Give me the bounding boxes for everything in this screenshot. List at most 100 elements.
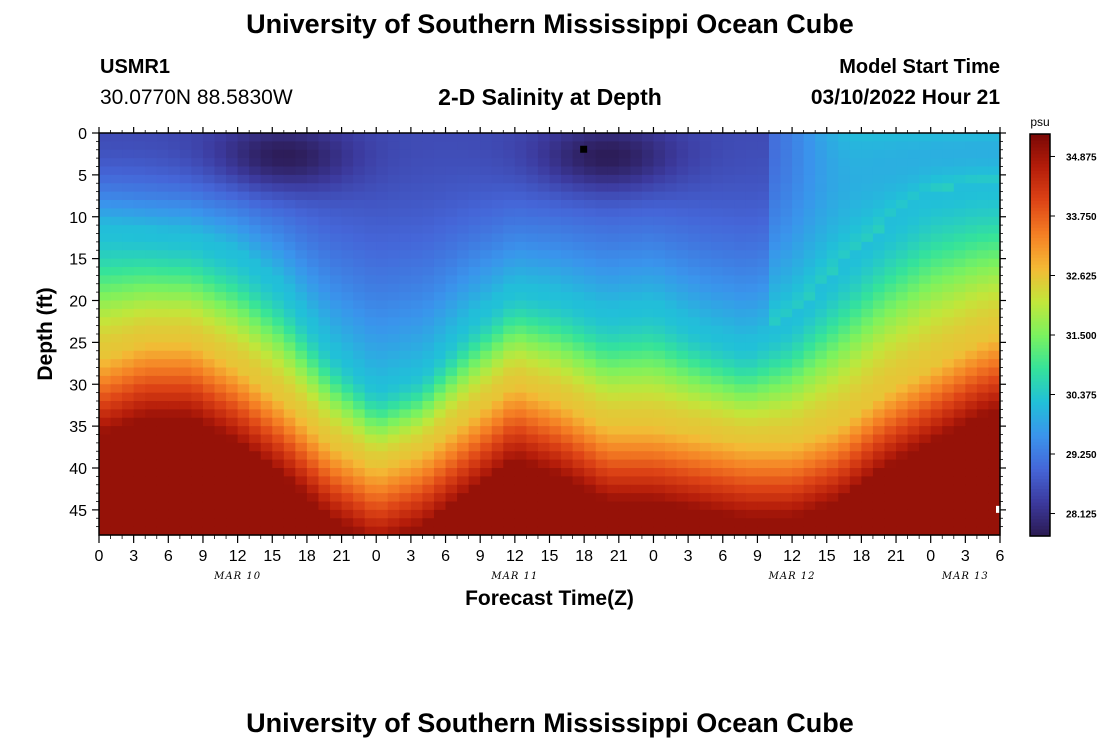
heatmap-cell bbox=[734, 174, 747, 184]
heatmap-cell bbox=[99, 375, 112, 385]
heatmap-cell bbox=[537, 434, 551, 444]
heatmap-cell bbox=[133, 133, 146, 142]
heatmap-cell bbox=[387, 401, 400, 410]
heatmap-cell bbox=[896, 484, 909, 494]
heatmap-cell bbox=[249, 325, 262, 335]
heatmap-cell bbox=[699, 267, 712, 276]
heatmap-cell bbox=[884, 518, 897, 528]
heatmap-cell bbox=[526, 208, 539, 218]
heatmap-cell bbox=[260, 174, 273, 184]
heatmap-cell bbox=[549, 392, 562, 402]
heatmap-cell bbox=[122, 275, 135, 285]
heatmap-cell bbox=[665, 208, 678, 218]
heatmap-cell bbox=[803, 300, 816, 310]
heatmap-cell bbox=[202, 359, 216, 369]
heatmap-cell bbox=[861, 183, 874, 193]
colorbar-segment bbox=[1030, 268, 1050, 272]
heatmap-cell bbox=[872, 208, 886, 218]
heatmap-marker bbox=[580, 145, 588, 153]
heatmap-cell bbox=[907, 241, 920, 251]
heatmap-cell bbox=[561, 334, 574, 343]
heatmap-cell bbox=[976, 191, 990, 201]
heatmap-cell bbox=[838, 258, 851, 268]
heatmap-cell bbox=[156, 308, 169, 318]
heatmap-cell bbox=[249, 468, 262, 477]
heatmap-cell bbox=[745, 501, 759, 511]
heatmap-cell bbox=[330, 409, 343, 419]
heatmap-cell bbox=[226, 174, 239, 184]
heatmap-cell bbox=[930, 133, 943, 142]
heatmap-cell bbox=[110, 484, 123, 494]
heatmap-cell bbox=[653, 375, 666, 385]
heatmap-cell bbox=[549, 451, 562, 461]
heatmap-cell bbox=[468, 225, 481, 235]
heatmap-cell bbox=[942, 308, 955, 318]
heatmap-cell bbox=[376, 325, 389, 335]
heatmap-cell bbox=[884, 191, 897, 201]
heatmap-cell bbox=[838, 401, 851, 410]
heatmap-cell bbox=[133, 250, 146, 260]
heatmap-cell bbox=[665, 174, 678, 184]
heatmap-cell bbox=[433, 367, 447, 377]
heatmap-cell bbox=[618, 225, 631, 235]
heatmap-cell bbox=[722, 359, 735, 369]
heatmap-cell bbox=[630, 141, 643, 151]
colorbar-segment bbox=[1030, 247, 1050, 252]
heatmap-cell bbox=[572, 459, 585, 469]
heatmap-cell bbox=[861, 241, 874, 251]
heatmap-cell bbox=[249, 241, 262, 251]
heatmap-cell bbox=[526, 200, 539, 209]
heatmap-cell bbox=[907, 258, 920, 268]
heatmap-cell bbox=[595, 468, 608, 477]
heatmap-cell bbox=[364, 409, 377, 419]
heatmap-cell bbox=[341, 375, 354, 385]
heatmap-cell bbox=[780, 258, 793, 268]
heatmap-cell bbox=[249, 342, 262, 352]
heatmap-cell bbox=[942, 509, 955, 519]
heatmap-cell bbox=[815, 426, 828, 436]
colorbar-segment bbox=[1030, 264, 1050, 269]
heatmap-cell bbox=[503, 308, 516, 318]
heatmap-cell bbox=[191, 133, 204, 142]
heatmap-cell bbox=[919, 283, 932, 293]
heatmap-cell bbox=[953, 141, 966, 151]
heatmap-cell bbox=[549, 501, 562, 511]
heatmap-cell bbox=[884, 149, 897, 159]
heatmap-cell bbox=[283, 208, 296, 218]
heatmap-cell bbox=[387, 225, 400, 235]
heatmap-cell bbox=[353, 334, 366, 343]
heatmap-cell bbox=[237, 225, 250, 235]
heatmap-cell bbox=[699, 208, 712, 218]
heatmap-cell bbox=[618, 409, 631, 419]
heatmap-cell bbox=[526, 241, 539, 251]
heatmap-cell bbox=[168, 417, 181, 427]
heatmap-cell bbox=[306, 267, 320, 276]
heatmap-cell bbox=[295, 250, 308, 260]
heatmap-cell bbox=[272, 509, 285, 519]
heatmap-cell bbox=[503, 233, 516, 243]
heatmap-cell bbox=[283, 401, 296, 410]
heatmap-cell bbox=[399, 233, 412, 243]
heatmap-cell bbox=[457, 359, 470, 369]
heatmap-cell bbox=[884, 166, 897, 176]
heatmap-cell bbox=[665, 133, 678, 142]
heatmap-cell bbox=[110, 375, 123, 385]
heatmap-cell bbox=[110, 434, 123, 444]
heatmap-cell bbox=[283, 518, 296, 528]
heatmap-cell bbox=[272, 241, 285, 251]
heatmap-cell bbox=[526, 526, 539, 536]
heatmap-cell bbox=[849, 300, 862, 310]
heatmap-cell bbox=[595, 292, 608, 302]
heatmap-cell bbox=[99, 359, 112, 369]
heatmap-cell bbox=[295, 183, 308, 193]
heatmap-cell bbox=[503, 459, 516, 469]
heatmap-cell bbox=[780, 526, 793, 536]
heatmap-cell bbox=[110, 225, 123, 235]
heatmap-cell bbox=[191, 501, 204, 511]
heatmap-cell bbox=[341, 158, 354, 168]
heatmap-cell bbox=[861, 442, 874, 452]
heatmap-cell bbox=[595, 166, 608, 176]
heatmap-cell bbox=[410, 216, 424, 226]
heatmap-cell bbox=[283, 384, 296, 394]
heatmap-cell bbox=[549, 283, 562, 293]
